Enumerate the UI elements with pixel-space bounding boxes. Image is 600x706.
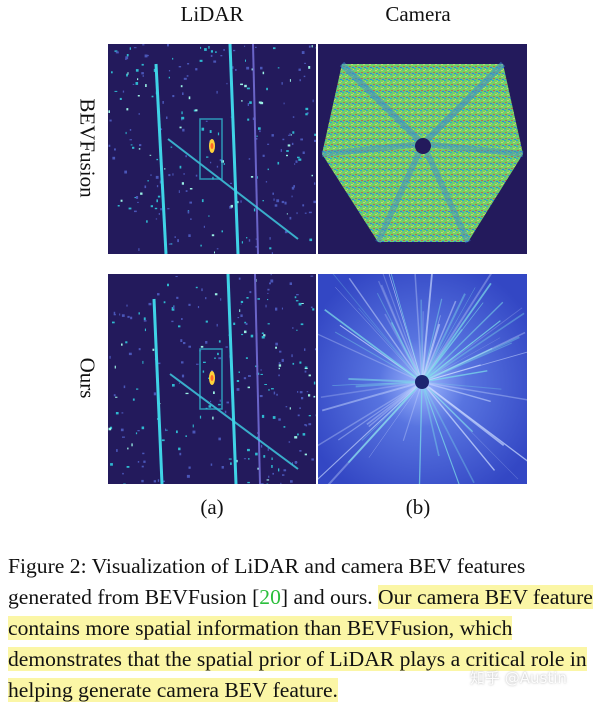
column-header-camera: Camera: [313, 2, 523, 27]
caption-text-middle: ] and ours.: [281, 585, 378, 609]
citation-link[interactable]: 20: [259, 585, 281, 609]
bevfusion-lidar-feature-map: [108, 44, 316, 254]
bevfusion-camera-feature-map: [318, 44, 527, 254]
subfigure-label-a: (a): [107, 495, 317, 520]
ours-lidar-feature-map: [108, 274, 316, 484]
subfigure-label-b: (b): [313, 495, 523, 520]
column-header-lidar: LiDAR: [107, 2, 317, 27]
watermark: 知乎 @Austin: [470, 667, 567, 688]
row-header-bevfusion: BEVFusion: [75, 98, 100, 197]
row-header-ours: Ours: [75, 358, 100, 399]
ours-camera-feature-map: [318, 274, 527, 484]
